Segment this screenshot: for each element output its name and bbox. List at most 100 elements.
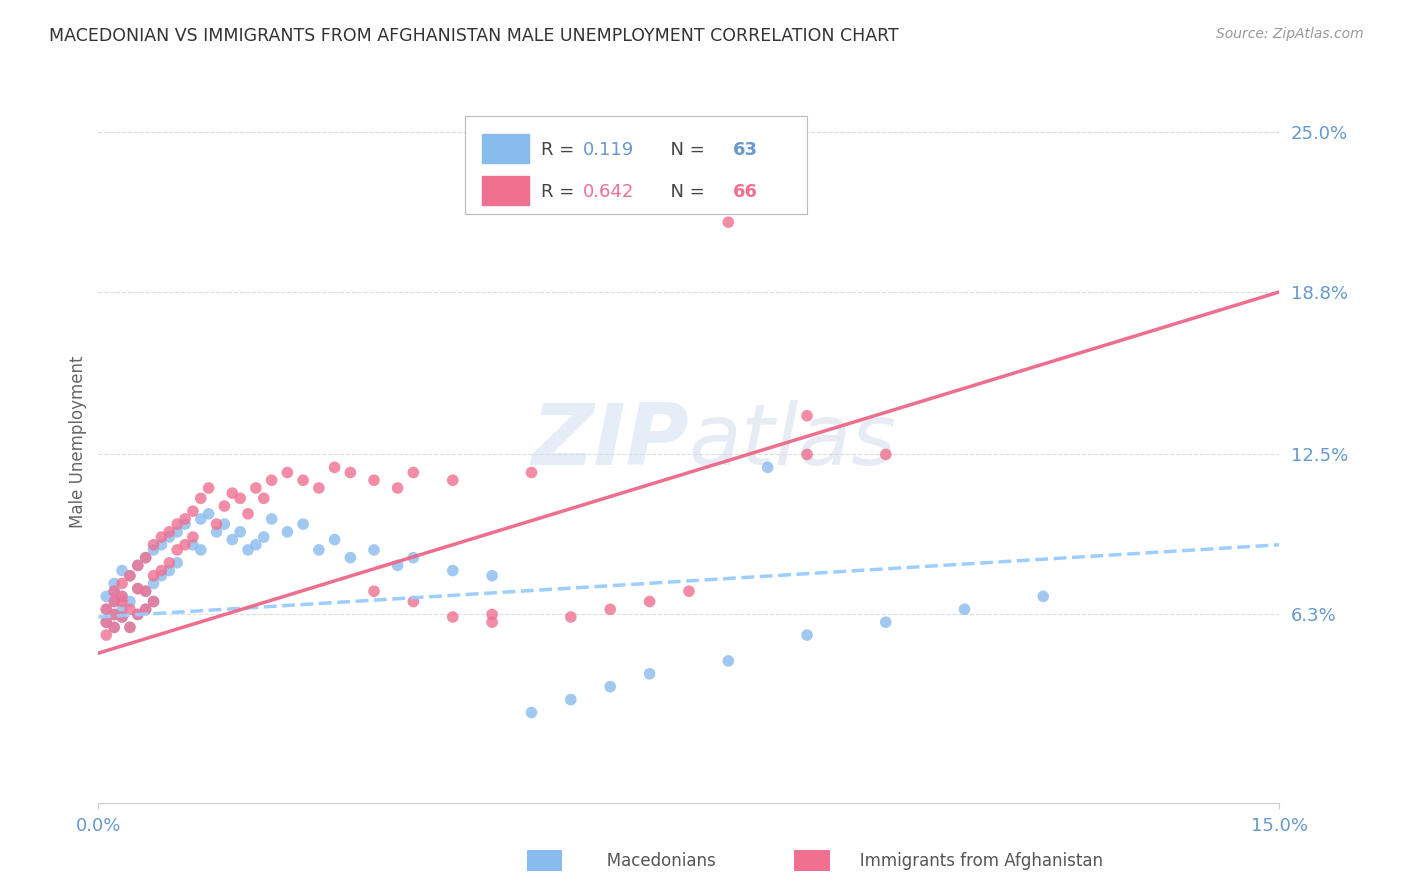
Point: [157, 524, 180, 539]
Text: 63: 63: [733, 141, 758, 160]
Point: [103, 620, 125, 634]
Point: [190, 542, 212, 557]
Point: [103, 584, 125, 599]
Point: [717, 215, 740, 229]
Point: [174, 512, 197, 526]
Text: MACEDONIAN VS IMMIGRANTS FROM AFGHANISTAN MALE UNEMPLOYMENT CORRELATION CHART: MACEDONIAN VS IMMIGRANTS FROM AFGHANISTA…: [49, 27, 898, 45]
Point: [796, 409, 818, 423]
Point: [111, 602, 134, 616]
Point: [111, 576, 134, 591]
Point: [150, 538, 173, 552]
Point: [166, 524, 188, 539]
Bar: [482, 177, 530, 205]
Point: [166, 556, 188, 570]
Point: [103, 584, 125, 599]
Point: [638, 666, 661, 681]
Point: [103, 594, 125, 608]
Text: R =: R =: [541, 141, 581, 160]
Point: [717, 654, 740, 668]
Point: [363, 542, 385, 557]
Point: [150, 564, 173, 578]
Text: 0.642: 0.642: [582, 183, 634, 202]
Point: [402, 594, 425, 608]
Point: [127, 607, 149, 622]
Point: [135, 550, 157, 565]
Point: [260, 473, 283, 487]
Point: [292, 517, 315, 532]
Point: [260, 512, 283, 526]
Text: R =: R =: [541, 183, 581, 202]
Point: [118, 602, 141, 616]
Point: [441, 610, 464, 624]
Point: [197, 507, 219, 521]
Point: [236, 542, 259, 557]
Point: [520, 466, 543, 480]
Point: [142, 576, 165, 591]
FancyBboxPatch shape: [464, 117, 807, 214]
Point: [214, 517, 236, 532]
Point: [111, 594, 134, 608]
Point: [135, 602, 157, 616]
Point: [339, 466, 361, 480]
Text: atlas: atlas: [689, 400, 897, 483]
Point: [111, 610, 134, 624]
Point: [678, 584, 700, 599]
Point: [157, 530, 180, 544]
Point: [127, 558, 149, 573]
Point: [111, 610, 134, 624]
Point: [118, 568, 141, 582]
Point: [441, 564, 464, 578]
Point: [96, 628, 118, 642]
Point: [118, 620, 141, 634]
Point: [276, 524, 298, 539]
Point: [166, 542, 188, 557]
Point: [150, 530, 173, 544]
Point: [276, 466, 298, 480]
Point: [96, 602, 118, 616]
Point: [111, 590, 134, 604]
Point: [308, 481, 330, 495]
Point: [481, 607, 503, 622]
Point: [190, 491, 212, 506]
Point: [292, 473, 315, 487]
Point: [190, 512, 212, 526]
Point: [135, 550, 157, 565]
Point: [127, 582, 149, 596]
Point: [363, 584, 385, 599]
Point: [205, 517, 228, 532]
Point: [96, 602, 118, 616]
Point: [229, 491, 252, 506]
Point: [111, 590, 134, 604]
Point: [339, 550, 361, 565]
Point: [142, 594, 165, 608]
Point: [205, 524, 228, 539]
Point: [127, 558, 149, 573]
Point: [103, 607, 125, 622]
Point: [118, 620, 141, 634]
Point: [181, 504, 204, 518]
Point: [1032, 590, 1054, 604]
Point: [127, 582, 149, 596]
Point: [103, 594, 125, 608]
Text: Source: ZipAtlas.com: Source: ZipAtlas.com: [1216, 27, 1364, 41]
Point: [229, 524, 252, 539]
Point: [214, 499, 236, 513]
Point: [96, 615, 118, 630]
Point: [560, 692, 582, 706]
Point: [599, 680, 621, 694]
Point: [181, 530, 204, 544]
Point: [150, 568, 173, 582]
Point: [236, 507, 259, 521]
Point: [221, 486, 243, 500]
Point: [796, 628, 818, 642]
Point: [142, 568, 165, 582]
Point: [142, 538, 165, 552]
Text: N =: N =: [659, 141, 711, 160]
Point: [638, 594, 661, 608]
Bar: [482, 135, 530, 163]
Point: [245, 538, 267, 552]
Text: Macedonians: Macedonians: [591, 852, 716, 870]
Point: [96, 590, 118, 604]
Point: [118, 594, 141, 608]
Point: [441, 473, 464, 487]
